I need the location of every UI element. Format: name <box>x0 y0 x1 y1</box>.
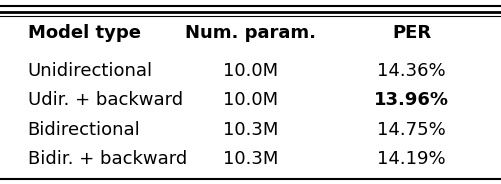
Text: 10.0M: 10.0M <box>223 62 278 80</box>
Text: 10.3M: 10.3M <box>223 121 278 139</box>
Text: Bidir. + backward: Bidir. + backward <box>28 150 186 168</box>
Text: Udir. + backward: Udir. + backward <box>28 91 182 109</box>
Text: PER: PER <box>391 24 430 42</box>
Text: 10.3M: 10.3M <box>223 150 278 168</box>
Text: 14.19%: 14.19% <box>377 150 445 168</box>
Text: Unidirectional: Unidirectional <box>28 62 152 80</box>
Text: 10.0M: 10.0M <box>223 91 278 109</box>
Text: 14.36%: 14.36% <box>377 62 445 80</box>
Text: Bidirectional: Bidirectional <box>28 121 140 139</box>
Text: Model type: Model type <box>28 24 140 42</box>
Text: Num. param.: Num. param. <box>185 24 316 42</box>
Text: 13.96%: 13.96% <box>373 91 448 109</box>
Text: 14.75%: 14.75% <box>377 121 445 139</box>
